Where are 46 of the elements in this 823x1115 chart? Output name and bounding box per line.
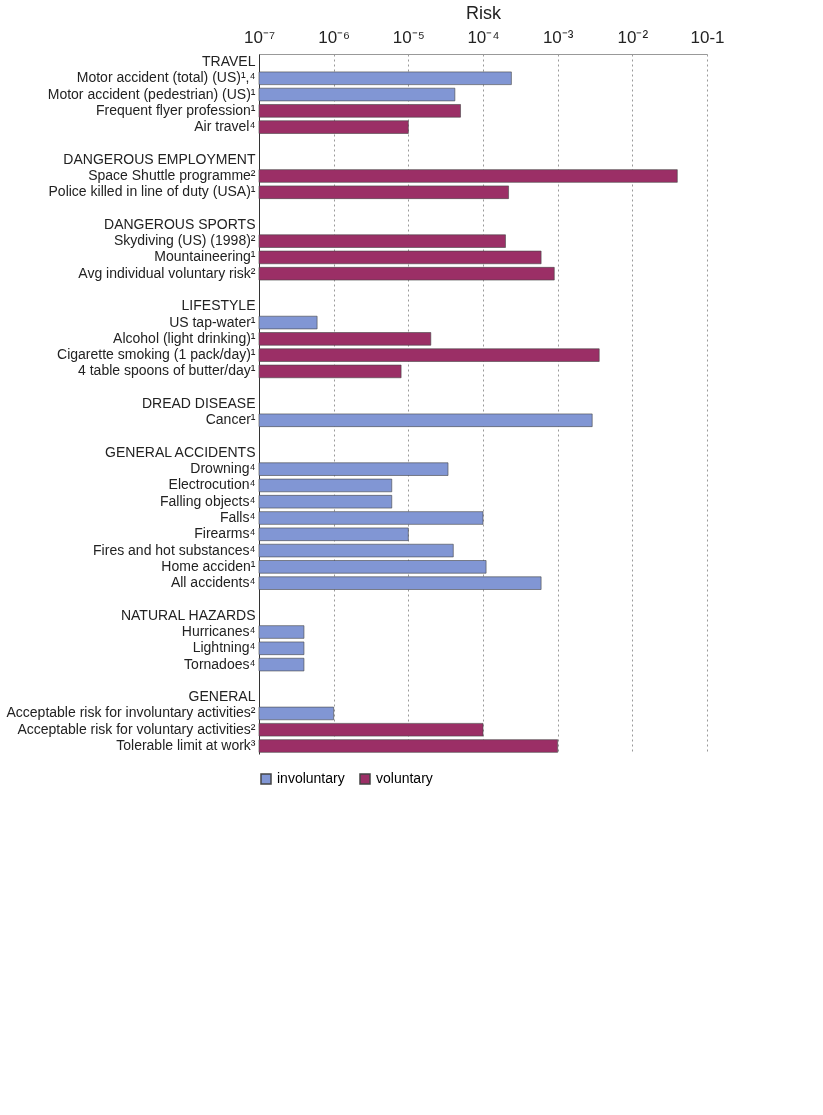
y-tick-label: Tornadoes⁴ [184, 655, 256, 672]
y-tick-label: Alcohol (light drinking)¹ [113, 329, 256, 346]
x-tick-label: 10⁻⁶ [318, 27, 351, 47]
y-tick-label: Avg individual voluntary risk² [78, 264, 256, 281]
y-tick-label: Motor accident (total) (US)¹,⁴ [76, 69, 256, 86]
y-tick-label: Hurricanes⁴ [181, 623, 256, 640]
x-tick-label: 10⁻⁵ [392, 27, 425, 47]
y-tick-label: Frequent flyer profession¹ [95, 101, 256, 118]
y-tick-label: GENERAL [188, 688, 256, 705]
y-tick-label: US tap-water¹ [169, 313, 256, 330]
y-tick-label: All accidents⁴ [170, 574, 256, 591]
legend-label: voluntary [376, 770, 433, 786]
y-tick-label: Falling objects⁴ [159, 492, 256, 509]
y-tick-label: Electrocution⁴ [168, 476, 256, 493]
y-tick-label: Tolerable limit at work³ [116, 737, 256, 754]
y-tick-label: Falls⁴ [219, 509, 256, 526]
y-tick-label: Acceptable risk for involuntary activities² [6, 704, 256, 721]
y-tick-label: Firearms⁴ [194, 525, 256, 542]
y-tick-label: 4 table spoons of butter/day¹ [78, 362, 256, 379]
y-tick-label: Air travel⁴ [194, 118, 256, 135]
x-tick-label: 10⁻³ [542, 27, 574, 47]
y-tick-label: DANGEROUS SPORTS [104, 215, 256, 232]
y-tick-label: LIFESTYLE [181, 297, 256, 314]
y-tick-label: Space Shuttle programme² [88, 166, 256, 183]
x-axis-title: Risk [466, 2, 502, 23]
y-tick-label: Skydiving (US) (1998)² [113, 232, 256, 249]
y-tick-label: Fires and hot substances⁴ [93, 541, 256, 558]
y-tick-label: GENERAL ACCIDENTS [105, 443, 256, 460]
y-tick-label: Lightning⁴ [192, 639, 256, 656]
y-tick-label: Mountaineering¹ [154, 248, 256, 265]
y-tick-label: Cancer¹ [205, 411, 256, 428]
x-tick-label: 10⁻² [617, 27, 649, 47]
x-tick-label: 10-1 [690, 27, 725, 47]
y-tick-label: DANGEROUS EMPLOYMENT [63, 150, 256, 167]
y-tick-label: Acceptable risk for voluntary activities² [17, 720, 256, 737]
y-tick-label: Motor accident (pedestrian) (US)¹ [47, 85, 256, 102]
y-tick-label: Cigarette smoking (1 pack/day)¹ [57, 346, 256, 363]
legend-label: involuntary [277, 770, 345, 786]
y-tick-label: DREAD DISEASE [141, 395, 256, 411]
y-tick-label: NATURAL HAZARDS [120, 606, 256, 623]
y-tick-label: Home acciden¹ [161, 557, 256, 574]
y-tick-label: Police killed in line of duty (USA)¹ [48, 183, 256, 200]
x-tick-label: 10⁻⁴ [467, 27, 500, 47]
x-tick-label: 10⁻⁷ [243, 27, 276, 47]
y-tick-label: TRAVEL [202, 52, 256, 69]
y-tick-label: Drowning⁴ [190, 460, 256, 477]
